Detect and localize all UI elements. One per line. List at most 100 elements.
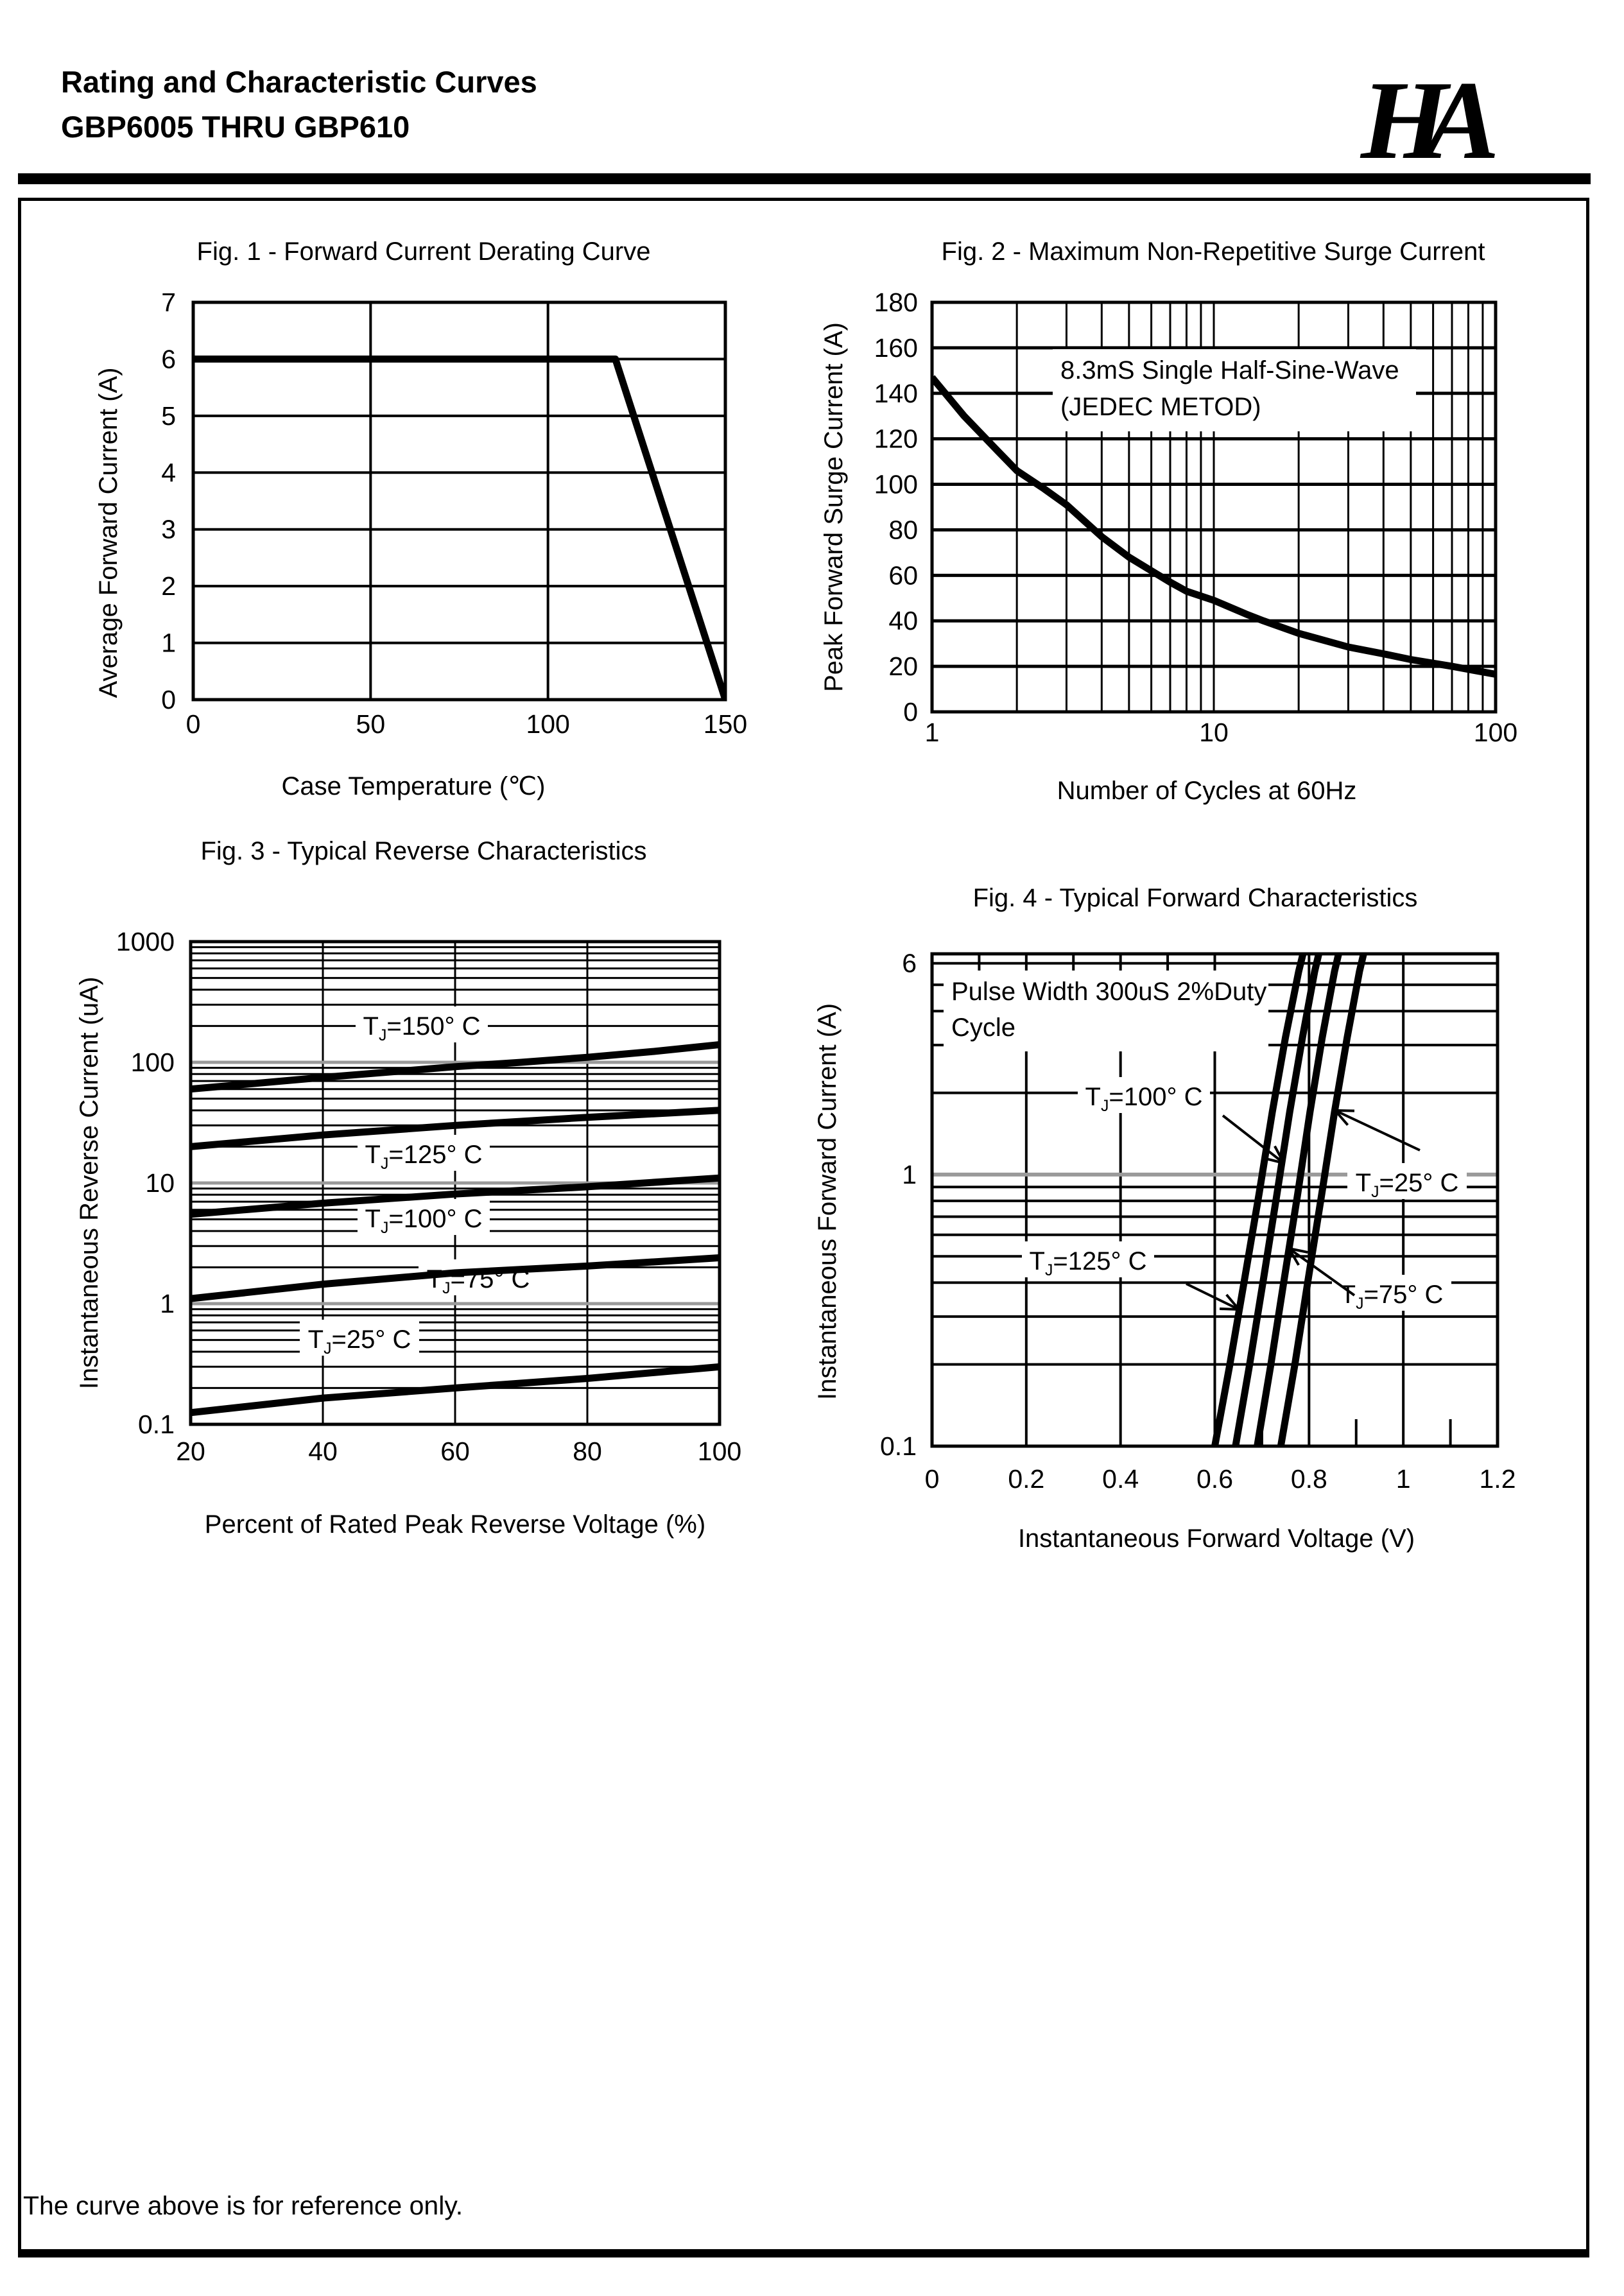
reverse-75C-curve <box>191 1254 720 1302</box>
svg-text:100: 100 <box>874 470 918 499</box>
svg-text:Cycle: Cycle <box>951 1014 1015 1042</box>
svg-text:1: 1 <box>925 718 940 747</box>
page-title: Rating and Characteristic Curves <box>61 65 537 99</box>
svg-text:10: 10 <box>1199 718 1229 747</box>
svg-text:Peak Forward Surge Current (A): Peak Forward Surge Current (A) <box>820 322 848 692</box>
fig3-series <box>191 1041 720 1417</box>
reverse-150C-curve <box>191 1041 720 1093</box>
svg-text:1: 1 <box>1396 1464 1411 1494</box>
forward-125C-curve <box>1211 954 1307 1446</box>
svg-text:50: 50 <box>356 709 386 739</box>
svg-text:4: 4 <box>161 458 176 487</box>
svg-text:6: 6 <box>902 949 917 978</box>
svg-text:60: 60 <box>888 560 918 590</box>
svg-text:Instantaneous Reverse Current: Instantaneous Reverse Current (uA) <box>75 977 103 1390</box>
forward-100C-curve <box>1232 954 1323 1446</box>
svg-text:100: 100 <box>698 1437 741 1466</box>
reverse-25C-curve <box>191 1363 720 1417</box>
svg-text:40: 40 <box>888 606 918 635</box>
svg-text:TJ=100° C: TJ=100° C <box>1085 1083 1203 1115</box>
reverse-125C-curve <box>191 1107 720 1150</box>
fig1-chart: Fig. 1 - Forward Current Derating Curve 0… <box>94 237 747 800</box>
svg-text:TJ=150° C: TJ=150° C <box>363 1012 481 1044</box>
svg-text:Fig. 1 - Forward Current Derat: Fig. 1 - Forward Current Derating Curve <box>197 237 651 266</box>
fig3-chart: Fig. 3 - Typical Reverse Characteristics… <box>75 837 741 1539</box>
svg-text:Pulse Width 300uS 2%Duty: Pulse Width 300uS 2%Duty <box>951 978 1266 1006</box>
svg-text:Case Temperature (℃): Case Temperature (℃) <box>282 772 546 800</box>
svg-text:TJ=75° C: TJ=75° C <box>1340 1281 1444 1313</box>
svg-text:0.1: 0.1 <box>138 1410 175 1439</box>
svg-text:100: 100 <box>1474 718 1517 747</box>
svg-text:0.2: 0.2 <box>1008 1464 1044 1494</box>
reverse-100C-curve <box>191 1174 720 1218</box>
forward-75C-curve <box>1254 954 1343 1446</box>
svg-text:Fig. 3 - Typical Reverse Chara: Fig. 3 - Typical Reverse Characteristics <box>200 837 646 865</box>
svg-text:0: 0 <box>161 685 176 714</box>
svg-text:20: 20 <box>176 1437 205 1466</box>
svg-text:(JEDEC METOD): (JEDEC METOD) <box>1060 393 1261 421</box>
fig1-series <box>193 355 725 700</box>
header-rule <box>18 173 1591 184</box>
svg-text:120: 120 <box>874 424 918 454</box>
svg-text:TJ=25° C: TJ=25° C <box>1356 1169 1459 1201</box>
fig1-plot-frame <box>191 300 727 702</box>
fig4-chart: Fig. 4 - Typical Forward Characteristics… <box>813 884 1516 1553</box>
svg-text:150: 150 <box>704 709 747 739</box>
forward-25C-curve <box>1277 954 1367 1446</box>
fig1-tick-labels: 0 50 100 150 0 1 2 3 4 5 6 7 <box>161 288 747 739</box>
svg-text:80: 80 <box>888 515 918 544</box>
fig2-series <box>932 375 1496 678</box>
svg-text:Fig. 2 - Maximum Non-Repetitiv: Fig. 2 - Maximum Non-Repetitive Surge Cu… <box>942 237 1485 266</box>
svg-text:TJ=25° C: TJ=25° C <box>308 1325 411 1358</box>
svg-text:180: 180 <box>874 288 918 317</box>
svg-text:0.1: 0.1 <box>880 1431 917 1461</box>
svg-text:Number of Cycles at 60Hz: Number of Cycles at 60Hz <box>1057 777 1357 805</box>
svg-text:5: 5 <box>161 401 176 431</box>
svg-text:6: 6 <box>161 344 176 374</box>
svg-text:0.6: 0.6 <box>1196 1464 1233 1494</box>
svg-text:8.3mS Single Half-Sine-Wave: 8.3mS Single Half-Sine-Wave <box>1060 356 1399 384</box>
brand-logo: HA <box>1361 58 1499 182</box>
svg-text:Instantaneous Forward Voltage: Instantaneous Forward Voltage (V) <box>1018 1524 1415 1553</box>
svg-text:80: 80 <box>573 1437 602 1466</box>
svg-text:0.8: 0.8 <box>1291 1464 1327 1494</box>
part-number-range: GBP6005 THRU GBP610 <box>61 110 410 144</box>
svg-text:Average Forward Current (A): Average Forward Current (A) <box>94 368 123 698</box>
fig4-series <box>1211 954 1367 1446</box>
fig3-tick-labels: 20 40 60 80 100 1000 100 10 1 0.1 <box>116 927 741 1466</box>
derating-curve-curve <box>193 355 725 700</box>
fig3-grid <box>191 942 720 1424</box>
svg-text:10: 10 <box>145 1168 175 1198</box>
fig2-tick-labels: 1 10 100 0 20 40 60 80 100 120 140 160 180 <box>874 288 1518 747</box>
reference-note: The curve above is for reference only. <box>23 2191 463 2220</box>
svg-text:0: 0 <box>903 697 918 727</box>
svg-text:2: 2 <box>161 571 176 601</box>
fig2-plot-frame <box>930 300 1498 714</box>
svg-text:0: 0 <box>186 709 201 739</box>
svg-text:20: 20 <box>888 652 918 681</box>
svg-text:TJ=125° C: TJ=125° C <box>1030 1247 1147 1279</box>
svg-text:1: 1 <box>902 1160 917 1189</box>
fig4-tick-labels: 0 0.2 0.4 0.6 0.8 1 1.2 6 1 0.1 <box>880 949 1516 1494</box>
svg-text:40: 40 <box>308 1437 338 1466</box>
svg-text:TJ=100° C: TJ=100° C <box>365 1205 483 1237</box>
fig3-plot-frame <box>189 940 721 1426</box>
svg-text:1000: 1000 <box>116 927 175 956</box>
svg-text:3: 3 <box>161 515 176 544</box>
svg-text:100: 100 <box>131 1048 175 1077</box>
content-border-box <box>18 198 1589 2257</box>
svg-text:Fig. 4 - Typical Forward Chara: Fig. 4 - Typical Forward Characteristics <box>973 884 1418 912</box>
svg-text:0: 0 <box>925 1464 940 1494</box>
svg-text:1: 1 <box>161 628 176 658</box>
svg-text:1: 1 <box>160 1289 175 1318</box>
svg-text:140: 140 <box>874 379 918 408</box>
svg-text:160: 160 <box>874 333 918 363</box>
surge-current-curve-curve <box>932 375 1496 678</box>
svg-text:60: 60 <box>440 1437 470 1466</box>
svg-text:Instantaneous Forward Current: Instantaneous Forward Current (A) <box>813 1003 842 1400</box>
svg-text:100: 100 <box>526 709 569 739</box>
svg-text:TJ=125° C: TJ=125° C <box>365 1141 483 1173</box>
fig2-chart: Fig. 2 - Maximum Non-Repetitive Surge Cu… <box>820 237 1517 805</box>
